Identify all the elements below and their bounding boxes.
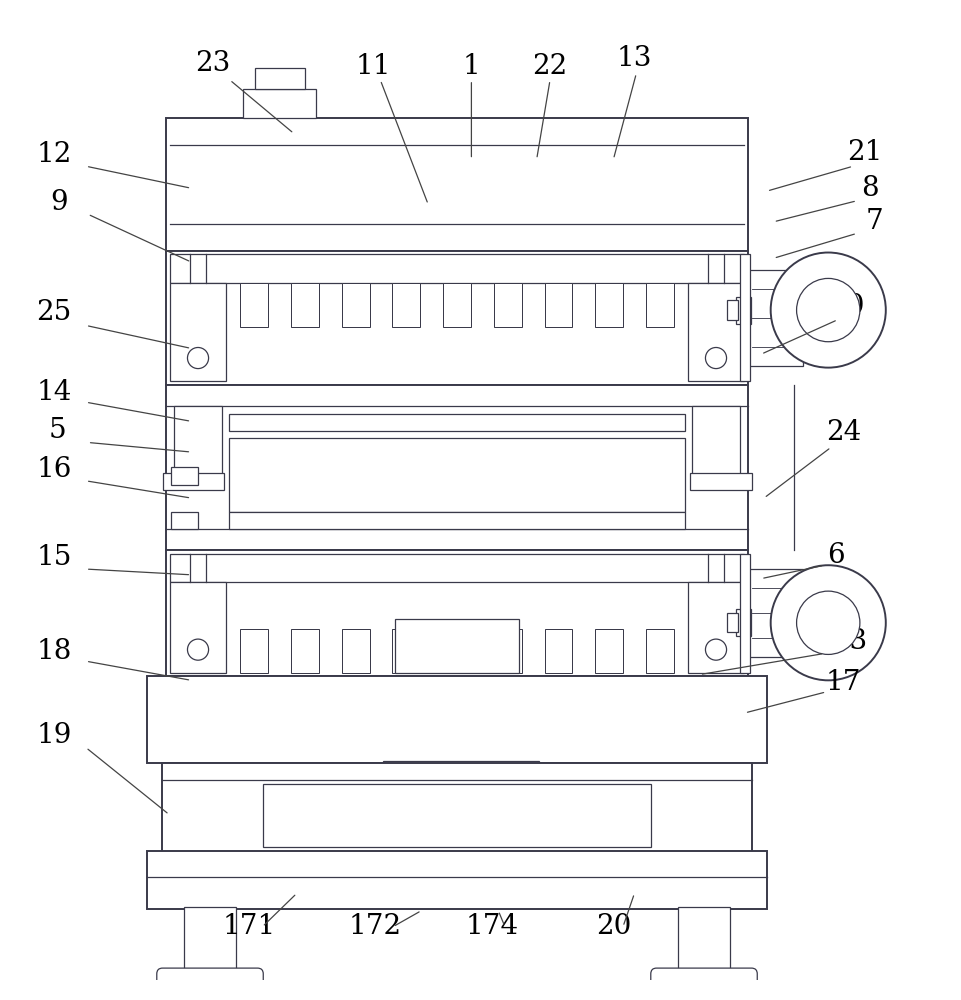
Bar — [255, 68, 305, 89]
Bar — [735, 609, 750, 636]
Text: 8: 8 — [860, 175, 877, 202]
Bar — [595, 283, 623, 327]
Bar — [394, 619, 519, 673]
Circle shape — [770, 253, 885, 368]
Bar — [392, 763, 529, 835]
Bar — [443, 283, 471, 327]
Text: 24: 24 — [825, 419, 860, 446]
Bar — [170, 582, 226, 673]
Bar — [726, 613, 737, 632]
Bar — [147, 676, 766, 763]
Bar — [229, 414, 684, 431]
Bar — [341, 283, 369, 327]
Bar — [166, 118, 747, 251]
Bar — [240, 629, 268, 673]
Text: 19: 19 — [37, 722, 72, 749]
Circle shape — [704, 347, 726, 369]
Bar — [290, 629, 318, 673]
Bar — [166, 385, 747, 550]
Circle shape — [187, 347, 209, 369]
Bar — [150, 679, 763, 760]
Bar — [240, 283, 268, 327]
Text: 18: 18 — [37, 638, 72, 665]
Bar — [595, 629, 623, 673]
Text: 5: 5 — [48, 417, 65, 444]
Bar — [147, 851, 766, 909]
Bar — [687, 283, 743, 381]
Bar — [161, 763, 752, 853]
Bar — [184, 907, 236, 976]
Text: 25: 25 — [37, 299, 72, 326]
Text: 173: 173 — [813, 628, 867, 655]
Circle shape — [704, 639, 726, 660]
Bar — [170, 283, 226, 381]
Text: 17: 17 — [825, 669, 860, 696]
Text: 7: 7 — [865, 208, 882, 235]
Bar — [677, 907, 729, 976]
Bar — [171, 467, 198, 485]
Bar — [170, 554, 743, 582]
Bar — [493, 283, 521, 327]
Text: 6: 6 — [826, 542, 844, 569]
Bar — [747, 569, 802, 657]
Bar — [229, 512, 684, 529]
Bar — [653, 780, 748, 849]
Bar — [171, 512, 198, 529]
Bar — [739, 554, 749, 673]
FancyBboxPatch shape — [157, 968, 263, 1000]
Bar — [166, 251, 747, 385]
Circle shape — [770, 565, 885, 680]
Bar — [735, 297, 750, 324]
Bar — [381, 821, 540, 835]
Bar — [382, 761, 538, 774]
Bar — [646, 629, 674, 673]
Bar — [229, 283, 684, 381]
Bar — [646, 283, 674, 327]
Bar — [689, 473, 751, 490]
Text: 22: 22 — [531, 53, 567, 80]
Bar — [726, 300, 737, 320]
Bar — [165, 780, 259, 849]
Bar — [290, 283, 318, 327]
Bar — [392, 283, 420, 327]
Bar — [493, 629, 521, 673]
Bar — [739, 254, 749, 381]
Circle shape — [187, 639, 209, 660]
FancyBboxPatch shape — [650, 968, 756, 1000]
Text: 21: 21 — [846, 139, 881, 166]
Text: 20: 20 — [595, 913, 630, 940]
Bar — [392, 629, 420, 673]
Bar — [544, 283, 572, 327]
Bar — [243, 89, 315, 118]
Bar — [166, 550, 747, 676]
Circle shape — [796, 278, 859, 342]
Bar — [544, 629, 572, 673]
Text: 23: 23 — [194, 50, 230, 77]
Bar — [170, 122, 743, 247]
Bar — [170, 254, 743, 283]
Text: 172: 172 — [349, 913, 402, 940]
Bar — [341, 629, 369, 673]
Text: 11: 11 — [356, 53, 391, 80]
Text: 10: 10 — [828, 293, 864, 320]
Bar — [691, 406, 739, 475]
Text: 1: 1 — [462, 53, 480, 80]
Text: 13: 13 — [616, 45, 652, 72]
Bar — [687, 582, 743, 673]
Text: 15: 15 — [37, 544, 72, 571]
Bar — [174, 406, 222, 475]
Text: 171: 171 — [222, 913, 275, 940]
Circle shape — [796, 591, 859, 654]
Bar — [229, 582, 684, 673]
Text: 9: 9 — [50, 189, 67, 216]
Text: 12: 12 — [37, 141, 72, 168]
Text: 174: 174 — [465, 913, 519, 940]
Bar — [263, 784, 650, 847]
Text: 14: 14 — [37, 379, 72, 406]
Bar — [162, 473, 224, 490]
Text: 16: 16 — [37, 456, 72, 483]
Bar — [443, 629, 471, 673]
Bar — [747, 270, 802, 366]
Bar — [229, 438, 684, 512]
